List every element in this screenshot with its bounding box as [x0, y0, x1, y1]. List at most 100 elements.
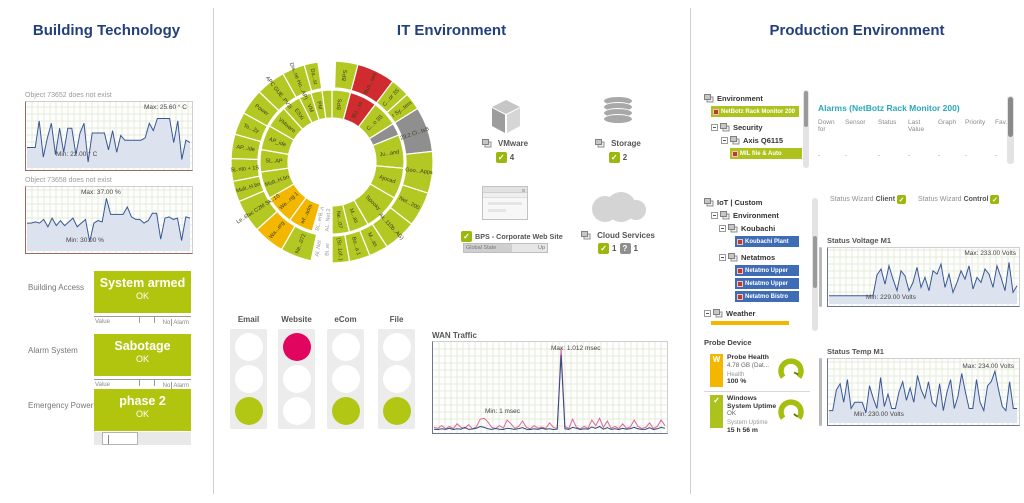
svg-text:BPS: BPS [342, 69, 350, 81]
status-box-building-access[interactable]: System armed OK [94, 271, 191, 313]
sensor-bar[interactable] [711, 321, 789, 325]
scrollbar[interactable] [819, 358, 822, 426]
tree-node[interactable]: Environment [704, 92, 806, 105]
svg-text:AP...ide: AP...ide [236, 144, 255, 153]
storage-status-badge: ✓ 2 [581, 152, 655, 163]
temp-graph[interactable]: Max: 234.00 Volts Min: 230.00 Volts [827, 358, 1020, 426]
tree-node[interactable]: Environment [704, 209, 812, 222]
traffic-light-bulb [331, 365, 360, 393]
scrollbar[interactable] [1007, 96, 1014, 164]
status-box-alarm-system[interactable]: Sabotage OK [94, 334, 191, 376]
expander-icon[interactable] [719, 225, 726, 232]
sensor-windows-uptime[interactable]: ✓ Windows System Uptime OK System Uptime… [704, 395, 810, 434]
section-title-it-environment: IT Environment [396, 22, 507, 39]
emergency-power-gauge [94, 432, 191, 445]
svg-text:AL..Net 2: AL..Net 2 [325, 208, 333, 231]
divider [704, 391, 810, 392]
device-chip-icon [737, 293, 743, 300]
traffic-light-bulb [331, 333, 360, 361]
temperature-graph[interactable]: Max: 25.60 ° C Min: 22.00 ° C [25, 101, 193, 171]
status-value: System armed [99, 276, 186, 290]
group-icon [728, 224, 738, 233]
check-icon: ✓ [461, 231, 472, 242]
traffic-light-bulb [382, 333, 411, 361]
group-icon [713, 309, 723, 318]
traffic-light-bulb [234, 333, 263, 361]
expander-icon[interactable] [711, 124, 718, 131]
max-annotation: Max: 37.00 % [81, 189, 121, 196]
service-label-storage[interactable]: Storage [581, 139, 655, 148]
status-state: OK [135, 354, 149, 364]
cloud-icon [592, 192, 646, 222]
tree-node[interactable]: Koubachi [704, 222, 812, 235]
expander-icon[interactable] [711, 212, 718, 219]
radial-gauge [778, 399, 804, 425]
section-title-production-environment: Production Environment [769, 22, 945, 39]
voltage-graph[interactable]: Max: 233.00 Volts Min: 229.00 Volts [827, 247, 1020, 307]
graph-caption: Object 73652 does not exist [25, 92, 112, 99]
sensor-bar[interactable]: Netatmo Upper [735, 265, 799, 276]
humidity-graph[interactable]: Max: 37.00 % Min: 30.00 % [25, 186, 193, 254]
tree-node[interactable]: Axis Q6115 [704, 134, 806, 147]
check-icon: ✓ [495, 152, 507, 163]
svg-text:AP_ide: AP_ide [268, 137, 287, 149]
tree-node[interactable]: IoT | Custom [704, 196, 812, 209]
group-icon [720, 211, 730, 220]
sensor-bar[interactable]: Koubachi Plant [735, 236, 799, 247]
warning-badge: W [710, 354, 723, 387]
traffic-light-label: eCom [334, 315, 357, 324]
traffic-light-ecom[interactable]: eCom [327, 315, 364, 429]
svg-text:SL..AP: SL..AP [265, 158, 283, 164]
tree-node[interactable]: Security [704, 121, 806, 134]
max-annotation: Max: 234.00 Volts [962, 363, 1014, 370]
svg-text:Ajocad: Ajocad [378, 174, 396, 185]
metric-value: 15 h 56 m [727, 426, 758, 434]
wan-traffic-graph[interactable]: Max: 1.012 msec Min: 1 msec [432, 341, 668, 434]
status-wizard-control[interactable]: Status Wizard Control ✓ [918, 195, 1000, 204]
alarm-cell: - [878, 152, 881, 159]
expander-icon[interactable] [721, 137, 728, 144]
check-icon: ✓ [598, 243, 610, 254]
tree-node[interactable]: Netatmos [704, 251, 812, 264]
group-icon [720, 123, 730, 132]
unknown-icon: ? [619, 243, 631, 254]
status-wizard-client[interactable]: Status Wizard Client ✓ [830, 195, 907, 204]
alarm-cell: - [845, 152, 848, 159]
traffic-light-file[interactable]: File [378, 315, 415, 429]
sensor-bar[interactable]: Netatmo Upper [735, 278, 799, 289]
scrollbar[interactable] [819, 247, 822, 307]
expander-icon[interactable] [719, 254, 726, 261]
expander-icon[interactable] [704, 310, 711, 317]
service-label-cloud-services[interactable]: Cloud Services [578, 231, 658, 240]
scrollbar[interactable] [803, 90, 809, 168]
status-box-emergency-power[interactable]: phase 2 OK [94, 389, 191, 431]
traffic-light-label: Email [237, 315, 260, 324]
cloud-status-badges: ✓ 1 ? 1 [578, 243, 658, 254]
sensor-bar[interactable]: NetBotz Rack Monitor 200 [711, 106, 799, 117]
check-icon: ✓ [990, 195, 1000, 204]
traffic-light-email[interactable]: Email [230, 315, 267, 429]
column-divider [213, 8, 214, 494]
sensor-name: Windows System Uptime [727, 395, 777, 410]
alarm-cell: - [965, 152, 968, 159]
alarm-cell: Down for [818, 119, 835, 133]
status-scale: Value No Alarm [94, 316, 191, 329]
tree-node[interactable]: Weather [704, 307, 812, 320]
scrollbar[interactable] [812, 198, 818, 331]
sensor-name: Probe Health [727, 354, 769, 361]
vmware-status-badge: ✓ 4 [468, 152, 542, 163]
sensor-bar[interactable]: Netatmo Bistro [735, 291, 799, 302]
service-label-bps-website[interactable]: ✓ BPS - Corporate Web Site [461, 231, 576, 242]
svg-text:Sj..nto + 1S: Sj..nto + 1S [230, 165, 259, 173]
sunburst-chart[interactable]: BPS BU...ss C...o 3S Ju...and Ajocad Spooky M.… [228, 58, 436, 266]
sensor-bar[interactable]: MIL file & Auto [730, 148, 802, 159]
svg-text:Bl..er: Bl..er [325, 243, 332, 256]
device-chip-icon [737, 238, 743, 245]
traffic-light-website[interactable]: Website [278, 315, 315, 429]
service-label-vmware[interactable]: VMware [468, 139, 542, 148]
section-title-building-technology: Building Technology [32, 22, 181, 39]
svg-text:VM: VM [306, 103, 315, 113]
sensor-probe-health[interactable]: W Probe Health 4.78 GB (Dat... Health 10… [704, 354, 810, 390]
group-icon [581, 231, 591, 240]
